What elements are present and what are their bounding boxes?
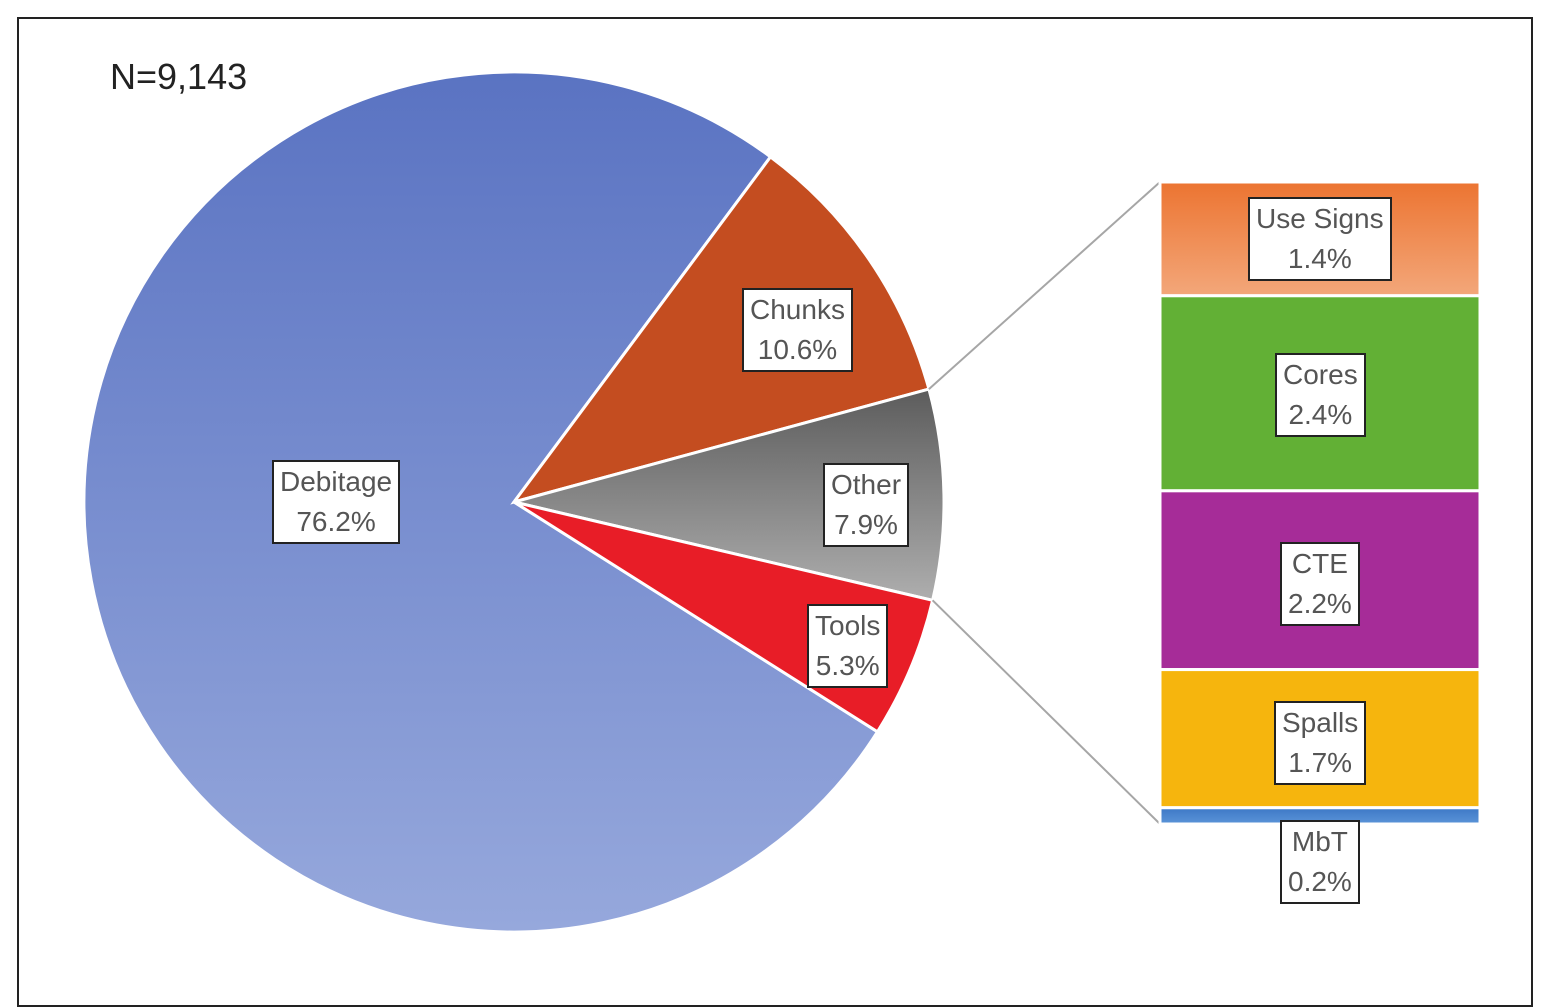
data-label-other: Other 7.9% — [823, 463, 910, 547]
connector-top — [928, 181, 1161, 390]
data-label-cores: Cores 2.4% — [1275, 353, 1366, 437]
data-label-mbt: MbT 0.2% — [1280, 820, 1360, 904]
data-label-name: Cores — [1283, 359, 1358, 390]
data-label-cte: CTE 2.2% — [1280, 542, 1360, 626]
data-label-value: 1.7% — [1288, 747, 1353, 778]
data-label-debitage: Debitage 76.2% — [272, 460, 401, 544]
connector-bottom — [931, 599, 1161, 825]
data-label-value: 5.3% — [815, 650, 880, 681]
data-label-value: 76.2% — [296, 506, 376, 537]
pie-slice-other — [513, 387, 946, 603]
data-label-name: MbT — [1291, 826, 1348, 857]
pie-slice-chunks — [510, 154, 931, 505]
sample-size-label: N=9,143 — [110, 56, 248, 97]
data-label-chunks: Chunks 10.6% — [742, 288, 853, 372]
data-label-name: CTE — [1291, 548, 1348, 579]
data-label-spalls: Spalls 1.7% — [1274, 701, 1367, 785]
data-label-name: Chunks — [750, 294, 845, 325]
bar-group — [1158, 180, 1482, 826]
data-label-use-signs: Use Signs 1.4% — [1248, 197, 1392, 281]
data-label-tools: Tools 5.3% — [807, 604, 889, 688]
data-label-name: Tools — [815, 610, 881, 641]
data-label-name: Debitage — [280, 466, 393, 497]
data-label-name: Use Signs — [1256, 203, 1384, 234]
data-label-name: Other — [831, 469, 902, 500]
data-label-value: 2.4% — [1288, 399, 1353, 430]
data-label-value: 10.6% — [757, 334, 838, 365]
connector-lines — [928, 181, 1161, 825]
pie-slice-debitage — [82, 70, 880, 934]
pie-group — [82, 70, 946, 934]
data-label-value: 2.2% — [1288, 588, 1352, 619]
data-label-value: 7.9% — [834, 509, 898, 540]
data-label-name: Spalls — [1282, 707, 1359, 738]
data-label-value: 1.4% — [1287, 243, 1352, 274]
data-label-value: 0.2% — [1288, 866, 1352, 897]
